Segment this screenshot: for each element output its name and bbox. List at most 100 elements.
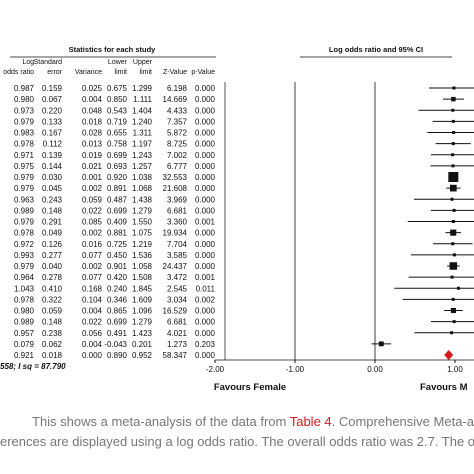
cell: 0.148 [42, 318, 63, 327]
effect-marker [449, 184, 457, 192]
cell: 0.881 [107, 229, 128, 238]
cell: 1.536 [132, 251, 153, 260]
cell: 0.000 [195, 140, 216, 149]
cell: 0.978 [14, 229, 35, 238]
cell: 0.978 [14, 140, 35, 149]
cell: 8.725 [167, 140, 188, 149]
cell: 0.699 [107, 318, 128, 327]
cell: 0.000 [195, 129, 216, 138]
cell: 1.068 [132, 184, 153, 193]
cell: 0.021 [82, 162, 103, 171]
cell: 3.034 [167, 295, 188, 304]
cell: 0.655 [107, 129, 128, 138]
cell: 0.062 [42, 340, 63, 349]
cell: 4.433 [167, 106, 188, 115]
caption-text: Table 4 [290, 414, 332, 429]
heterogeneity: 558; I sq = 87.790 [0, 362, 66, 371]
effect-marker [450, 275, 454, 279]
cell: 0.000 [195, 329, 216, 338]
cell: 0.973 [14, 106, 35, 115]
cell: 1.075 [132, 229, 153, 238]
cell: 24.437 [163, 262, 188, 271]
cell: 0.993 [14, 251, 35, 260]
cell: 0.850 [107, 95, 128, 104]
cell: 1.299 [132, 84, 153, 93]
plot-title: Log odds ratio and 95% CI [329, 45, 423, 54]
effect-marker [378, 341, 384, 347]
cell: 1.279 [132, 206, 153, 215]
cell: 1.240 [132, 117, 153, 126]
cell: 0.019 [82, 151, 103, 160]
caption-text: . Comprehensive Meta-analys [332, 414, 474, 429]
column-header: limit [140, 69, 152, 76]
cell: 0.004 [82, 95, 103, 104]
cell: 1.279 [132, 318, 153, 327]
cell: 0.011 [196, 284, 216, 293]
cell: 0.167 [42, 129, 63, 138]
cell: 0.450 [107, 251, 128, 260]
effect-marker [451, 153, 455, 157]
cell: 0.001 [195, 218, 216, 227]
cell: 0.077 [82, 273, 103, 282]
cell: 0.056 [82, 329, 103, 338]
cell: 0.002 [82, 262, 103, 271]
cell: 0.000 [195, 262, 216, 271]
cell: 0.979 [14, 218, 35, 227]
cell: 0.000 [195, 229, 216, 238]
cell: 0.067 [42, 95, 63, 104]
cell: 0.000 [195, 251, 216, 260]
cell: 1.845 [132, 284, 153, 293]
cell: 0.030 [42, 173, 63, 182]
cell: 4.021 [167, 329, 188, 338]
cell: 0.126 [42, 240, 63, 249]
cell: 0.028 [82, 129, 103, 138]
caption-text: This shows a meta-analysis of the data f… [32, 414, 290, 429]
cell: 0.000 [195, 195, 216, 204]
cell: 0.491 [107, 329, 128, 338]
cell: 3.969 [167, 195, 188, 204]
effect-marker [451, 96, 456, 102]
cell: 1.438 [132, 195, 153, 204]
cell: 0.921 [14, 351, 35, 360]
cell: 1.311 [133, 129, 153, 138]
cell: 0.891 [107, 184, 128, 193]
cell: 0.139 [42, 151, 63, 160]
cell: 0.000 [195, 307, 216, 316]
cell: 0.059 [82, 195, 103, 204]
cell: 0.000 [195, 84, 216, 93]
effect-marker [451, 164, 455, 168]
cell: 3.585 [167, 251, 188, 260]
effect-marker [450, 331, 454, 335]
cell: 0.000 [195, 240, 216, 249]
effect-marker [451, 297, 455, 301]
cell: 1.550 [132, 218, 153, 227]
caption-line: erences are displayed using a log odds r… [0, 434, 474, 449]
column-header: limit [115, 69, 127, 76]
cell: 0.699 [107, 151, 128, 160]
x-tick-label: -2.00 [206, 365, 225, 374]
cell: 21.608 [163, 184, 188, 193]
cell: 0.238 [42, 329, 63, 338]
cell: 0.004 [82, 340, 103, 349]
cell: 0.000 [195, 318, 216, 327]
cell: 0.979 [14, 262, 35, 271]
cell: 0.000 [195, 95, 216, 104]
cell: 0.013 [82, 140, 103, 149]
cell: 0.203 [195, 340, 216, 349]
effect-marker [450, 307, 456, 314]
cell: 1.423 [132, 329, 153, 338]
effect-marker [451, 142, 455, 146]
cell: 0.000 [82, 351, 103, 360]
table-title: Statistics for each study [69, 45, 157, 54]
effect-marker [452, 253, 456, 257]
cell: 0.964 [14, 273, 35, 282]
cell: 0.025 [82, 84, 103, 93]
cell: 0.699 [107, 206, 128, 215]
cell: 0.980 [14, 307, 35, 316]
cell: 1.508 [132, 273, 153, 282]
cell: 0.957 [14, 329, 35, 338]
cell: 1.609 [132, 295, 153, 304]
column-header: p-Value [191, 69, 215, 76]
cell: 0.001 [82, 173, 103, 182]
cell: 1.111 [133, 95, 152, 104]
